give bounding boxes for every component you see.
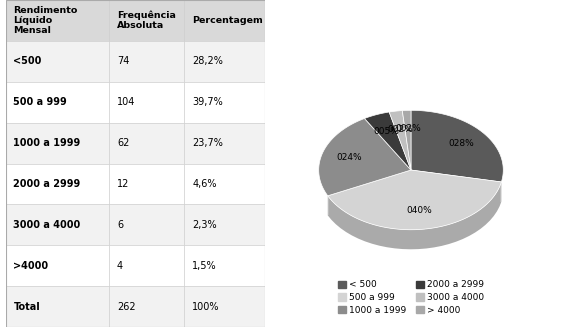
Polygon shape bbox=[411, 110, 503, 182]
Text: 23,7%: 23,7% bbox=[192, 138, 223, 148]
Polygon shape bbox=[319, 118, 411, 196]
FancyBboxPatch shape bbox=[109, 204, 184, 245]
Text: 002%: 002% bbox=[387, 125, 413, 134]
FancyBboxPatch shape bbox=[6, 286, 109, 327]
FancyBboxPatch shape bbox=[6, 164, 109, 204]
Text: 62: 62 bbox=[117, 138, 129, 148]
FancyBboxPatch shape bbox=[109, 41, 184, 82]
Text: 024%: 024% bbox=[336, 153, 361, 163]
Text: 74: 74 bbox=[117, 56, 129, 66]
FancyBboxPatch shape bbox=[6, 245, 109, 286]
FancyBboxPatch shape bbox=[6, 41, 109, 82]
Text: Frequência
Absoluta: Frequência Absoluta bbox=[117, 10, 176, 30]
Text: 040%: 040% bbox=[406, 206, 432, 215]
FancyBboxPatch shape bbox=[109, 0, 184, 41]
Text: 3000 a 4000: 3000 a 4000 bbox=[14, 220, 81, 230]
Text: <500: <500 bbox=[14, 56, 42, 66]
Text: 104: 104 bbox=[117, 97, 135, 107]
Text: 262: 262 bbox=[117, 301, 136, 312]
Text: Percentagem: Percentagem bbox=[192, 16, 263, 25]
FancyBboxPatch shape bbox=[184, 123, 265, 164]
FancyBboxPatch shape bbox=[6, 82, 109, 123]
Text: >4000: >4000 bbox=[14, 261, 48, 271]
Text: 1000 a 1999: 1000 a 1999 bbox=[14, 138, 81, 148]
Text: 4: 4 bbox=[117, 261, 123, 271]
Text: 4,6%: 4,6% bbox=[192, 179, 217, 189]
FancyBboxPatch shape bbox=[184, 0, 265, 41]
Text: 12: 12 bbox=[117, 179, 129, 189]
Polygon shape bbox=[389, 111, 411, 170]
Text: 28,2%: 28,2% bbox=[192, 56, 223, 66]
FancyBboxPatch shape bbox=[184, 41, 265, 82]
FancyBboxPatch shape bbox=[109, 164, 184, 204]
Text: 6: 6 bbox=[117, 220, 123, 230]
Text: 2,3%: 2,3% bbox=[192, 220, 217, 230]
FancyBboxPatch shape bbox=[184, 164, 265, 204]
Polygon shape bbox=[403, 110, 411, 170]
Text: 1,5%: 1,5% bbox=[192, 261, 217, 271]
Polygon shape bbox=[364, 112, 411, 170]
FancyBboxPatch shape bbox=[184, 82, 265, 123]
Text: 39,7%: 39,7% bbox=[192, 97, 223, 107]
Text: 500 a 999: 500 a 999 bbox=[14, 97, 67, 107]
FancyBboxPatch shape bbox=[109, 123, 184, 164]
Text: 2000 a 2999: 2000 a 2999 bbox=[14, 179, 81, 189]
Text: Rendimento
Líquido
Mensal: Rendimento Líquido Mensal bbox=[14, 6, 78, 35]
FancyBboxPatch shape bbox=[109, 286, 184, 327]
Text: Total: Total bbox=[14, 301, 40, 312]
Text: 005%: 005% bbox=[374, 127, 400, 136]
Text: 028%: 028% bbox=[449, 139, 474, 148]
Legend: < 500, 500 a 999, 1000 a 1999, 2000 a 2999, 3000 a 4000, > 4000: < 500, 500 a 999, 1000 a 1999, 2000 a 29… bbox=[338, 281, 484, 315]
FancyBboxPatch shape bbox=[109, 245, 184, 286]
FancyBboxPatch shape bbox=[184, 204, 265, 245]
FancyBboxPatch shape bbox=[6, 0, 109, 41]
FancyBboxPatch shape bbox=[6, 204, 109, 245]
Polygon shape bbox=[328, 182, 502, 249]
Text: 002%: 002% bbox=[395, 124, 421, 133]
FancyBboxPatch shape bbox=[109, 82, 184, 123]
Polygon shape bbox=[328, 170, 502, 230]
FancyBboxPatch shape bbox=[6, 123, 109, 164]
FancyBboxPatch shape bbox=[184, 286, 265, 327]
FancyBboxPatch shape bbox=[184, 245, 265, 286]
Text: 100%: 100% bbox=[192, 301, 220, 312]
